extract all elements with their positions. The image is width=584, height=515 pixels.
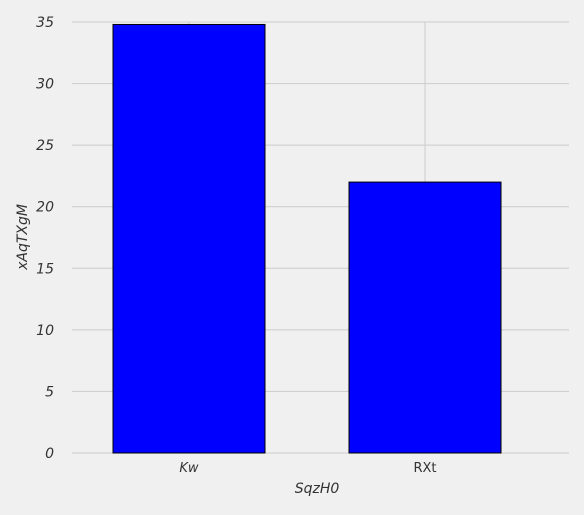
y-tick-label: 30 bbox=[36, 77, 54, 93]
y-tick-label: 15 bbox=[36, 261, 54, 277]
x-axis-title: SqzH0 bbox=[295, 481, 340, 497]
y-tick-label: 35 bbox=[36, 15, 54, 31]
y-tick-label: 10 bbox=[36, 323, 54, 339]
y-axis-title: xAqTXgM bbox=[15, 204, 31, 271]
y-tick-label: 25 bbox=[36, 138, 54, 154]
bar-kw bbox=[112, 23, 266, 454]
x-tick-label: RXt bbox=[413, 461, 436, 476]
bar-layer bbox=[112, 23, 502, 454]
x-tick-label: Kw bbox=[179, 461, 199, 476]
y-tick-label: 20 bbox=[36, 200, 54, 216]
y-tick-label: 5 bbox=[45, 384, 54, 400]
y-tick-label: 0 bbox=[45, 446, 54, 462]
label-layer: 0 5 10 15 20 25 30 35 Kw RXt bbox=[36, 15, 436, 476]
bar-rxt bbox=[348, 181, 502, 454]
